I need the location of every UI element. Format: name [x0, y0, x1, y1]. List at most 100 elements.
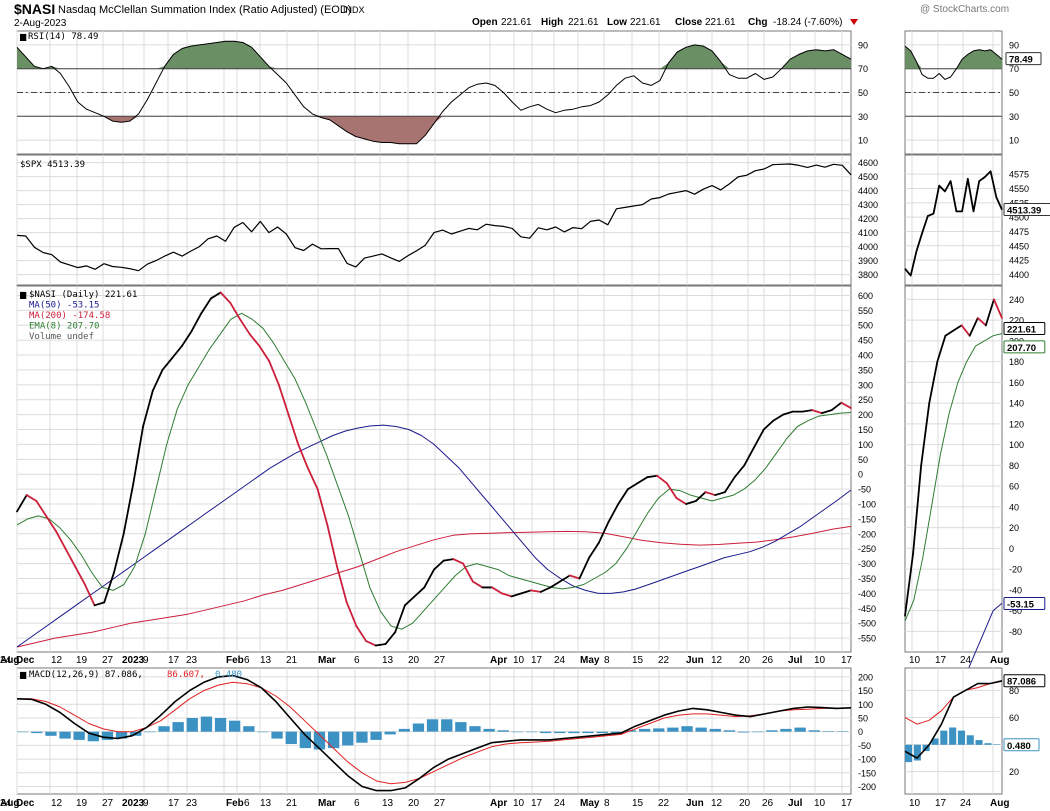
nasi-segment: [724, 476, 736, 493]
x-tick-label: 12: [711, 798, 723, 809]
nasi-segment: [413, 586, 426, 598]
x-tick-label: May: [580, 798, 600, 809]
y-tick-label: -60: [1009, 606, 1022, 616]
watermark: @ StockCharts.com: [920, 4, 1009, 15]
y-tick-label: -250: [858, 544, 876, 554]
ema8-value-box: 207.70: [1003, 340, 1046, 354]
histogram-bar: [257, 731, 269, 733]
nasi-segment: [442, 558, 455, 562]
nasi-segment: [733, 464, 746, 479]
y-tick-label: 500: [858, 321, 873, 331]
index-name: Nasdaq McClellan Summation Index (Ratio …: [58, 4, 351, 16]
value-box-text: 207.70: [1007, 343, 1036, 354]
histogram-bar: [836, 731, 849, 732]
x-tick-label: 13: [260, 655, 272, 666]
histogram-bar: [412, 723, 425, 732]
x-tick-label: 15: [632, 798, 644, 809]
nasi-segment: [675, 497, 688, 505]
histogram-bar: [940, 730, 948, 745]
y-tick-label: 50: [1009, 88, 1019, 98]
value-box-text: 4513.39: [1007, 205, 1041, 216]
y-tick-label: 50: [858, 713, 868, 723]
nasi-zoom-y-axis: -80-60-40-200204060801001201401601802002…: [905, 295, 1024, 637]
nasi-segment: [54, 529, 67, 550]
ema8-zoom-line: [904, 333, 1003, 622]
nasi-segment: [559, 574, 571, 583]
x-tick-label: 9: [143, 798, 149, 809]
x-tick-label: Jun: [686, 655, 704, 666]
nasi-zoom-segment: [928, 360, 939, 405]
x-tick-label: Mar: [318, 798, 336, 809]
nasi-zoom-segment: [968, 317, 979, 337]
nasi-segment: [830, 401, 843, 412]
histogram-bar: [993, 744, 1001, 745]
x-tick-label: 9: [143, 655, 149, 666]
y-tick-label: -500: [858, 619, 876, 629]
nasi-segment: [307, 467, 319, 491]
legend-entry: EMA(8) 207.70: [29, 322, 99, 332]
nasi-segment: [132, 425, 144, 485]
y-tick-label: 100: [858, 440, 873, 450]
nasi-segment: [219, 291, 232, 304]
value-box-frame: [1005, 52, 1042, 66]
nasi-zoom-segment: [936, 334, 947, 363]
histogram-bar: [931, 738, 939, 745]
histogram-bar: [653, 728, 665, 732]
nasi-segment: [355, 625, 368, 642]
nasi-segment: [772, 413, 785, 422]
nasi-segment: [326, 523, 338, 568]
y-tick-label: 70: [1009, 64, 1019, 74]
histogram-bar: [525, 731, 538, 733]
nasi-segment: [627, 482, 639, 491]
y-tick-label: 4400: [858, 186, 878, 196]
y-tick-label: -550: [858, 634, 876, 644]
nasi-segment: [578, 556, 591, 580]
y-tick-label: -400: [858, 589, 876, 599]
histogram-bar: [398, 728, 410, 732]
spx-value-box: 4513.39: [1003, 202, 1050, 216]
nasi-segment: [345, 601, 358, 628]
value-box-frame: [1003, 321, 1046, 335]
histogram-bar: [45, 731, 57, 736]
histogram-bar: [822, 731, 834, 732]
x-tick-label: 6: [354, 655, 360, 666]
x-tick-label: 17: [531, 655, 543, 666]
open-value: 221.61: [501, 17, 532, 28]
nasi-segment: [423, 568, 435, 589]
y-tick-label: 70: [858, 64, 868, 74]
nasi-segment: [704, 491, 717, 496]
nasi-segment: [180, 330, 193, 347]
x-tick-label: 20: [739, 798, 751, 809]
x-tick-label: 10: [513, 798, 525, 809]
nasi-segment: [801, 409, 814, 413]
legend-entry: RSI(14) 78.49: [28, 32, 98, 42]
histogram-bar: [957, 730, 965, 745]
histogram-bar: [469, 726, 481, 732]
y-tick-label: 150: [858, 425, 873, 435]
x-tick-label: 2023: [122, 655, 145, 666]
nasi-segment: [287, 413, 300, 446]
histogram-bar: [31, 731, 43, 734]
nasi-panel-frame: [16, 285, 852, 653]
y-tick-label: 140: [1009, 399, 1024, 409]
x-tick-label: 13: [382, 798, 394, 809]
x-tick-label: Apr: [490, 655, 507, 666]
nasi-segment: [103, 571, 115, 604]
histogram-bar: [554, 731, 566, 734]
nasi-segment: [200, 297, 212, 315]
histogram-bar: [568, 731, 580, 734]
y-tick-label: 4500: [858, 172, 878, 182]
y-tick-label: -40: [1009, 585, 1022, 595]
histogram-bar: [582, 731, 594, 734]
value-box-text: 0.480: [1007, 741, 1031, 752]
nasi-segment: [25, 494, 38, 502]
x-tick-label: Mar: [318, 655, 336, 666]
histogram-bar: [73, 731, 85, 740]
spx-legend: $SPX 4513.39: [20, 160, 85, 170]
y-tick-label: 90: [858, 40, 868, 50]
zoom-x-tick-label: 17: [935, 798, 947, 809]
nasi-segment: [840, 401, 852, 409]
histogram-bar: [172, 722, 184, 732]
histogram-bar: [200, 716, 213, 732]
